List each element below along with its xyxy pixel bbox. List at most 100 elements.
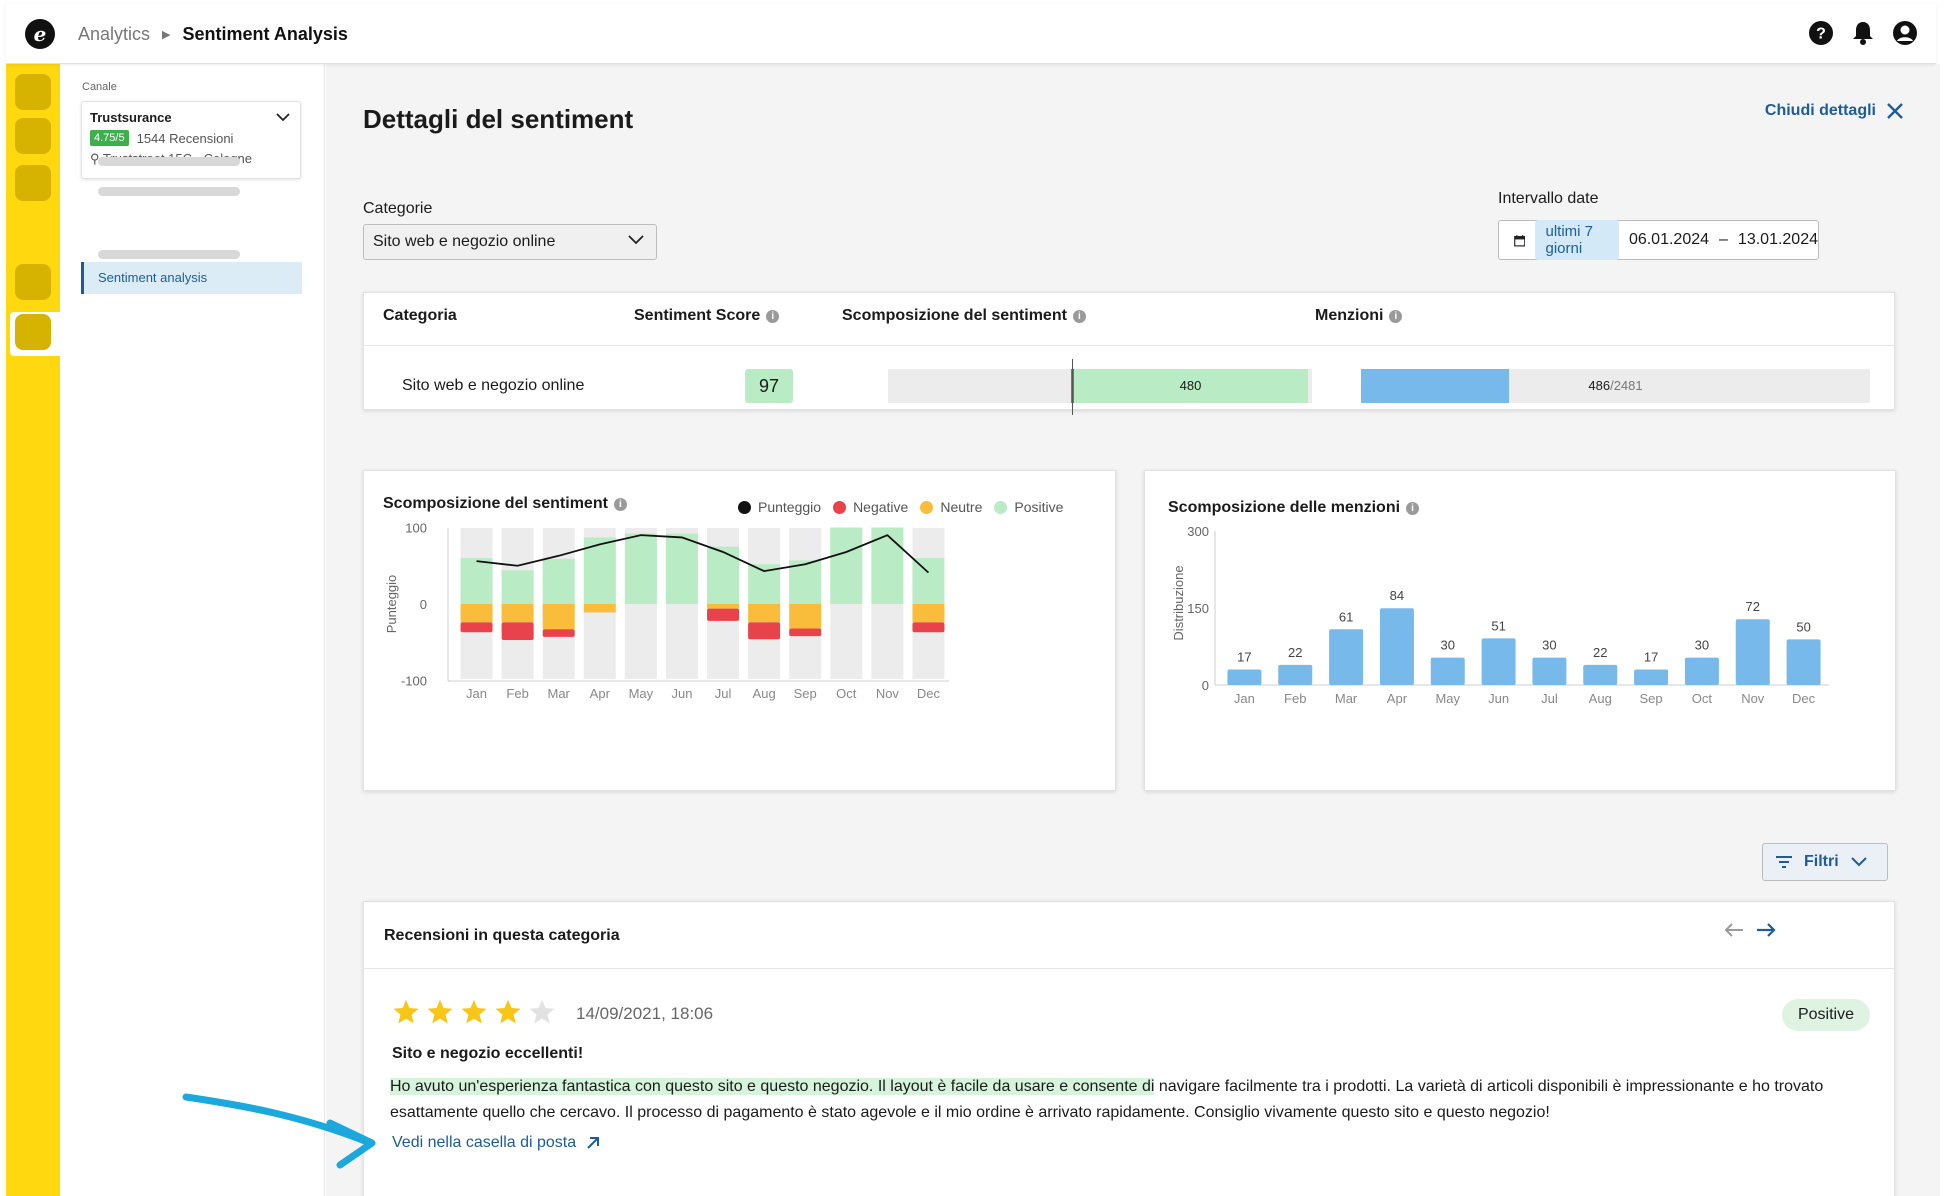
reviews-card: Recensioni in questa categoria 14/09/202…	[363, 901, 1895, 1196]
mentions-text: 486/2481	[1361, 369, 1870, 403]
chart-title-text: Scomposizione delle menzioni	[1168, 499, 1401, 516]
x-tick-label: Oct	[836, 686, 857, 701]
mention-bar	[1379, 608, 1414, 685]
review-count: 1544 Recensioni	[136, 130, 234, 146]
date-range-picker[interactable]: ultimi 7 giorni 06.01.2024 – 13.01.2024	[1498, 220, 1819, 260]
chevron-down-icon[interactable]	[276, 112, 290, 122]
legend-dot	[738, 500, 751, 514]
view-in-inbox-label: Vedi nella casella di posta	[392, 1134, 577, 1151]
category-select[interactable]: Sito web e negozio online	[363, 224, 657, 260]
x-tick-label: Dec	[917, 686, 941, 701]
bar-neutral	[542, 604, 575, 630]
mention-bar	[1278, 664, 1313, 685]
breadcrumb-current: Sentiment Analysis	[182, 24, 348, 44]
date-from: 06.01.2024	[1628, 231, 1710, 248]
x-tick-label: May	[629, 686, 654, 701]
nav-item-sentiment-analysis[interactable]: Sentiment analysis	[81, 262, 302, 294]
bar-negative	[542, 629, 575, 637]
x-tick-label: Sep	[794, 686, 817, 701]
bell-icon[interactable]	[1850, 20, 1876, 46]
bar-neutral	[789, 604, 822, 629]
app-rail	[6, 64, 60, 1196]
mentions-bar: 486/2481	[1361, 369, 1870, 403]
filter-button[interactable]: Filtri	[1762, 843, 1888, 881]
arrow-left-icon[interactable]	[1724, 922, 1744, 938]
filter-label: Filtri	[1804, 853, 1839, 870]
zero-marker	[1072, 359, 1073, 415]
bar-negative	[748, 622, 781, 640]
bar-neutral	[583, 604, 616, 613]
svg-text:?: ?	[1816, 26, 1826, 43]
positive-segment: 480	[1073, 369, 1308, 403]
bar-negative	[501, 622, 534, 640]
info-icon[interactable]: i	[1389, 309, 1403, 323]
external-link-icon	[587, 1137, 600, 1149]
mention-bar	[1634, 669, 1669, 685]
nav-placeholder-2[interactable]	[98, 187, 240, 196]
legend-label: Negative	[853, 499, 909, 515]
info-icon[interactable]: i	[1072, 309, 1086, 323]
x-tick-label: Aug	[753, 686, 776, 701]
rail-item-5[interactable]	[15, 264, 51, 300]
column-header-score-label: Sentiment Score	[634, 307, 761, 324]
user-account-icon[interactable]	[1892, 20, 1918, 46]
rating-badge: 4.75/5	[90, 130, 129, 146]
bar-positive	[830, 527, 863, 604]
x-tick-label: Jun	[671, 686, 692, 701]
date-range-label: Intervallo date	[1498, 190, 1599, 207]
close-details-button[interactable]: Chiudi dettagli	[1765, 102, 1904, 120]
bar-positive	[665, 533, 698, 604]
breadcrumb-analytics[interactable]: Analytics	[78, 24, 151, 44]
bar-negative	[460, 622, 493, 633]
close-details-label: Chiudi dettagli	[1764, 102, 1876, 119]
review-text-rest: navigare facilmente tra i prodotti. La v…	[390, 1078, 1824, 1121]
help-icon[interactable]: ?	[1808, 20, 1834, 46]
chart-legend: Punteggio Negative Neutre Positive	[738, 499, 1063, 515]
legend-label: Neutre	[940, 499, 983, 515]
arrow-right-icon[interactable]	[1756, 922, 1776, 938]
x-tick-label: Mar	[548, 686, 571, 701]
info-icon[interactable]: i	[613, 497, 627, 511]
bar-value-label: 30	[1695, 638, 1709, 653]
legend-label: Positive	[1014, 499, 1064, 515]
legend-item-positive[interactable]: Positive	[994, 499, 1063, 515]
rail-item-1[interactable]	[15, 74, 51, 110]
x-tick-label: Mar	[1335, 691, 1358, 706]
column-header-breakdown: Scomposizione del sentiment i	[842, 307, 1086, 325]
mention-bar	[1786, 639, 1821, 685]
sentiment-breakdown-bar: 480	[888, 359, 1312, 415]
view-in-inbox-link[interactable]: Vedi nella casella di posta	[392, 1134, 600, 1152]
bar-positive	[624, 533, 657, 604]
x-tick-label: Feb	[506, 686, 528, 701]
date-preset[interactable]: ultimi 7 giorni	[1535, 220, 1619, 260]
legend-dot	[833, 500, 847, 514]
close-icon	[1887, 103, 1903, 119]
rail-item-3[interactable]	[15, 165, 51, 201]
info-icon[interactable]: i	[1406, 501, 1420, 515]
legend-item-score[interactable]: Punteggio	[738, 499, 821, 515]
channel-name: Trustsurance	[90, 110, 172, 125]
rail-item-2[interactable]	[15, 118, 51, 154]
star-icon	[461, 999, 487, 1024]
mentions-count: 486	[1588, 378, 1611, 393]
star-shape	[529, 999, 555, 1024]
bar-neutral	[748, 604, 781, 623]
chart-title: Scomposizione delle menzioni i	[1168, 499, 1420, 517]
info-icon[interactable]: i	[766, 309, 780, 323]
rail-item-6[interactable]	[15, 314, 51, 350]
x-tick-label: Jan	[466, 686, 487, 701]
bar-positive	[707, 546, 740, 604]
legend-item-neutral[interactable]: Neutre	[920, 499, 982, 515]
app-logo[interactable]: e	[25, 19, 55, 49]
nav-placeholder-1[interactable]	[98, 157, 240, 166]
column-header-category-label: Categoria	[383, 307, 457, 324]
legend-item-negative[interactable]: Negative	[833, 499, 908, 515]
bar-neutral	[707, 604, 740, 609]
y-tick-label: 150	[1187, 601, 1209, 616]
sentiment-breakdown-chart-card: Scomposizione del sentiment i Punteggio N…	[363, 470, 1116, 791]
bar-value-label: 61	[1339, 609, 1353, 624]
review-text-highlight: Ho avuto un'esperienza fantastica con qu…	[390, 1078, 1155, 1095]
nav-placeholder-3[interactable]	[98, 250, 240, 259]
channel-selector[interactable]: Trustsurance 4.75/5 1544 Recensioni ⚲ Tr…	[81, 101, 301, 179]
y-axis-label: Punteggio	[384, 575, 399, 634]
